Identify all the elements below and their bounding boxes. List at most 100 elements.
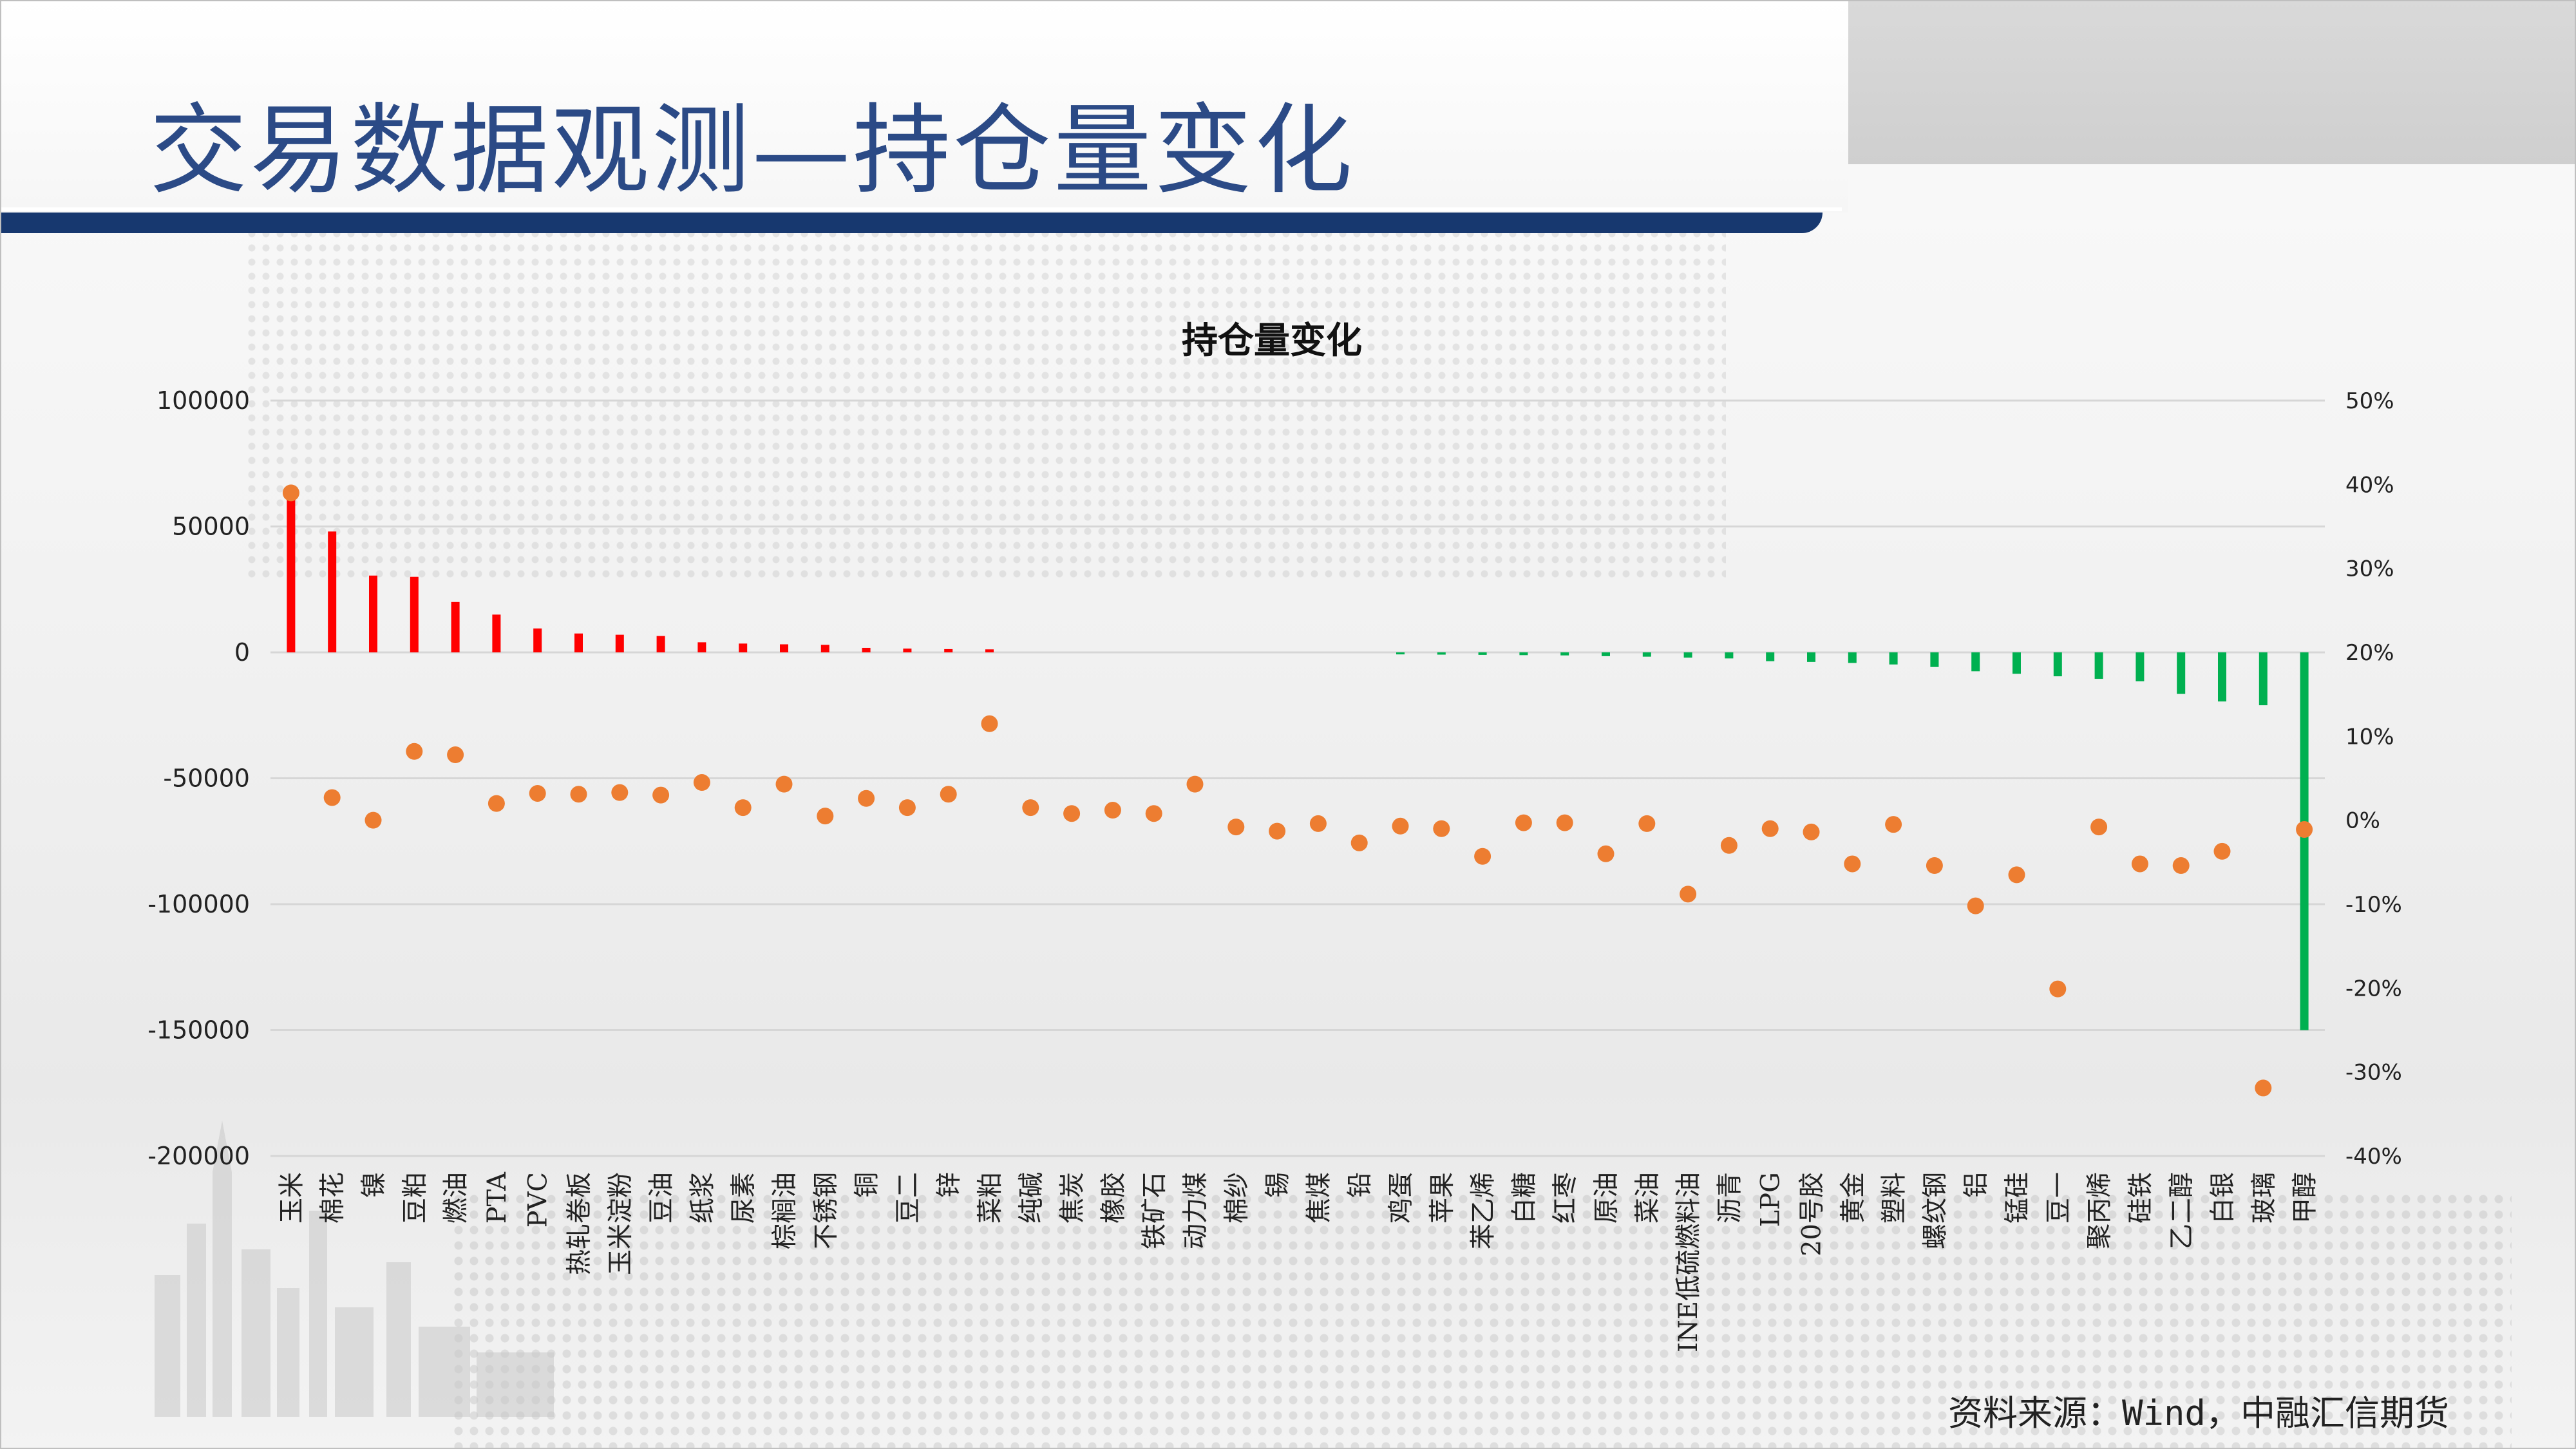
bar	[944, 649, 953, 652]
y2-tick-label: -40%	[2345, 1144, 2402, 1170]
bar	[739, 643, 748, 652]
bar	[780, 644, 788, 652]
x-tick-label: 玉米	[277, 1172, 307, 1224]
y2-tick-label: 10%	[2345, 724, 2394, 750]
x-tick-label: 锌	[934, 1172, 964, 1198]
data-point	[570, 786, 587, 803]
data-point	[323, 789, 341, 806]
data-point	[652, 786, 670, 804]
data-point	[2049, 980, 2067, 998]
x-tick-label: 棉纱	[1222, 1172, 1251, 1224]
x-tick-label: 锡	[1263, 1172, 1293, 1198]
data-point	[1803, 823, 1820, 840]
x-tick-label: 聚丙烯	[2085, 1172, 2114, 1249]
x-tick-label: 白银	[2208, 1172, 2238, 1224]
data-point	[734, 799, 752, 817]
x-tick-label: 燃油	[441, 1172, 471, 1224]
data-point	[1556, 814, 1573, 831]
x-tick-label: 苹果	[1427, 1172, 1457, 1224]
x-tick-label: 20号胶	[1797, 1172, 1827, 1256]
bar	[1478, 652, 1487, 655]
bar	[451, 601, 460, 652]
x-tick-label: 乙二醇	[2167, 1172, 2197, 1249]
header-blue-bar	[0, 213, 1823, 233]
bar	[2136, 652, 2145, 681]
x-tick-label: 沥青	[1715, 1172, 1745, 1224]
bar	[1766, 652, 1775, 661]
x-tick-label: 纯碱	[1016, 1172, 1046, 1224]
y2-tick-label: 0%	[2345, 808, 2380, 834]
data-point	[488, 795, 505, 812]
x-tick-label: 玻璃	[2249, 1172, 2278, 1224]
data-point	[1597, 845, 1615, 862]
y-axis-left: -200000 -150000 -100000 -50000 0 50000 100000	[147, 386, 250, 1170]
bar	[410, 576, 419, 652]
data-point	[1433, 820, 1450, 837]
x-tick-label: INE低硫燃料油	[1674, 1172, 1703, 1352]
x-tick-label: PTA	[482, 1171, 512, 1224]
gridlines	[270, 399, 2325, 1157]
bar	[1642, 652, 1651, 657]
bar	[1602, 652, 1610, 656]
header-area	[0, 0, 1848, 213]
x-tick-label: 豆油	[647, 1172, 676, 1224]
bar	[2177, 652, 2186, 694]
x-tick-label: 锰硅	[2003, 1172, 2032, 1224]
x-tick-label: 橡胶	[1099, 1172, 1128, 1224]
y-tick-label: 100000	[156, 386, 250, 415]
x-tick-label: 豆一	[2043, 1172, 2073, 1224]
bar	[1971, 652, 1980, 672]
x-tick-label: 塑料	[1879, 1172, 1909, 1224]
x-tick-label: 螺纹钢	[1920, 1172, 1950, 1249]
x-tick-label: 尿素	[729, 1172, 759, 1224]
data-point	[2255, 1079, 2272, 1097]
bar	[1725, 652, 1734, 659]
y2-tick-label: -30%	[2345, 1060, 2402, 1086]
x-tick-label: 铝	[1962, 1172, 1991, 1198]
data-point	[1227, 819, 1245, 836]
y-tick-label: -150000	[147, 1016, 250, 1045]
y2-tick-label: 40%	[2345, 472, 2394, 498]
data-point	[1350, 834, 1368, 851]
x-tick-label: 豆二	[893, 1172, 923, 1224]
x-tick-label: 白糖	[1510, 1172, 1539, 1224]
bar	[2012, 652, 2021, 674]
city-skyline-decoration	[155, 1121, 554, 1417]
data-point	[1063, 805, 1081, 822]
x-axis-labels: 玉米 棉花镍豆粕 燃油 PTA PVC 热轧卷板 玉米淀粉 豆油 纸浆 尿素 棕榈油 不锈钢铜豆二锌菜…	[277, 1171, 2320, 1352]
y2-tick-label: 20%	[2345, 640, 2394, 666]
data-point	[1022, 799, 1039, 817]
data-point	[282, 484, 299, 502]
y-axis-right: -40% -30% -20% -10% 0% 10% 20% 30% 40% 50%	[2345, 388, 2402, 1170]
y-tick-label: -200000	[147, 1142, 250, 1170]
page-title: 交易数据观测—持仓量变化	[149, 93, 1355, 207]
x-tick-label: 纸浆	[688, 1172, 717, 1224]
data-point	[1104, 802, 1121, 819]
data-point	[529, 784, 546, 802]
x-tick-label: 不锈钢	[811, 1172, 840, 1249]
x-tick-label: 菜粕	[976, 1172, 1005, 1224]
bar	[903, 649, 912, 652]
y-tick-label: 50000	[172, 513, 250, 541]
bar	[328, 531, 337, 652]
header-divider	[0, 207, 1842, 211]
bar	[615, 634, 624, 652]
x-tick-label: 棉花	[318, 1172, 348, 1224]
bar	[2053, 652, 2062, 677]
data-point	[2131, 855, 2148, 873]
data-point	[406, 743, 423, 760]
data-point	[611, 784, 629, 801]
x-tick-label: 鸡蛋	[1387, 1172, 1416, 1224]
bar	[2259, 652, 2268, 706]
data-point	[981, 715, 998, 732]
bar	[1396, 652, 1405, 655]
data-point	[1269, 822, 1286, 840]
data-point	[1515, 814, 1532, 831]
bar-series	[287, 493, 2309, 1030]
bar	[492, 614, 501, 652]
y-tick-label: 0	[234, 638, 250, 667]
data-point	[2213, 842, 2231, 860]
data-point	[447, 746, 464, 764]
bar	[1560, 652, 1569, 656]
bar	[533, 628, 542, 652]
